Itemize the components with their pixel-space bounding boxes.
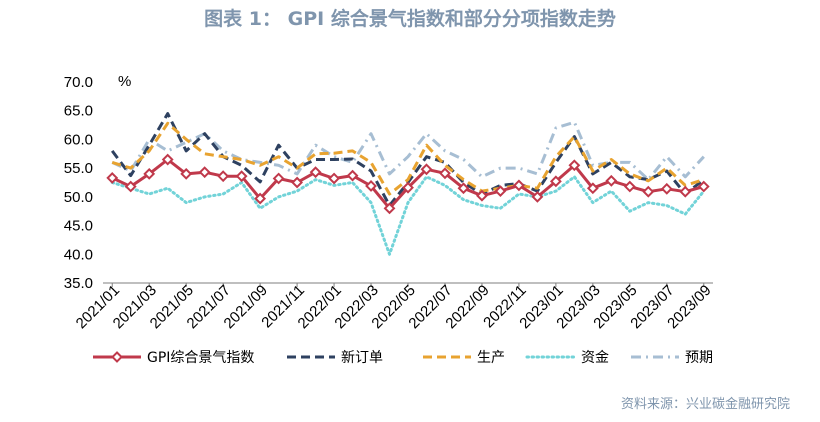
gpi-point [291,176,304,189]
gpi-point [457,182,470,195]
gpi-point [365,180,377,192]
gpi-point [143,167,156,180]
gpi-point [180,167,193,180]
y-tick-label: 50.0 [64,189,93,206]
gpi-point [568,159,581,172]
gpi-point [531,190,544,203]
legend-label-2: 生产 [477,350,505,366]
gpi-point [328,172,340,185]
gpi-point [494,185,507,198]
chart-title: 图表 1： GPI 综合景气指数和部分分项指数走势 [204,8,616,30]
legend-label-0: GPI综合景气指数 [147,350,254,366]
gpi-point [586,182,599,195]
y-tick-label: 60.0 [64,131,93,148]
gpi-point [254,192,267,205]
legend-label-4: 预期 [685,350,713,366]
y-tick-label: 65.0 [64,103,93,120]
gpi-point [161,153,174,166]
gpi-point [605,174,618,187]
gpi-point [198,166,211,179]
gpi-point [106,171,119,184]
legend-label-3: 资金 [581,350,609,366]
y-unit-label: % [118,73,131,90]
gpi-point [642,185,655,198]
y-tick-label: 40.0 [64,246,93,263]
source-note: 资料来源：兴业碳金融研究院 [620,397,790,412]
gpi-point [235,170,248,183]
gpi-point [476,189,488,202]
gpi-point [697,180,710,193]
y-tick-label: 70.0 [64,74,93,91]
gpi-point [272,172,285,185]
series-line-3 [110,175,706,256]
gpi-point [512,179,525,192]
legend: GPI综合景气指数 新订单 生产 资金 预期 [93,350,713,366]
y-tick-label: 55.0 [64,160,93,177]
gpi-point [383,202,396,215]
y-ticks: 35.0 40.0 45.0 50.0 55.0 60.0 65.0 70.0 [64,74,93,292]
y-tick-label: 45.0 [64,218,93,235]
gpi-point [346,169,359,182]
gpi-point [124,180,137,193]
gpi-point [549,175,562,188]
y-tick-label: 35.0 [64,275,93,292]
gpi-point [217,170,230,183]
gpi-point [679,185,692,198]
x-ticks: 2021/012021/032021/052021/072021/092021/… [73,282,715,332]
series-line-2 [111,121,705,196]
gpi-point [420,163,433,176]
legend-marker [111,351,123,363]
gpi-point [402,181,414,194]
legend-label-1: 新订单 [341,350,383,366]
gpi-point [439,167,451,180]
gpi-point [660,182,673,195]
gpi-point [623,180,636,193]
series-layer [106,112,710,256]
gpi-point [309,166,322,179]
